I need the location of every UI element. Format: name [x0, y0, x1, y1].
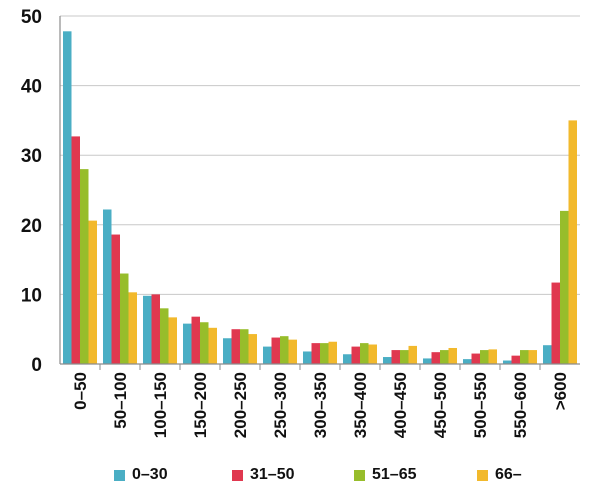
bar	[263, 346, 272, 364]
bar	[71, 136, 80, 364]
bar	[383, 357, 392, 364]
x-tick-label: 450–500	[431, 372, 450, 438]
bar	[560, 210, 569, 364]
legend-swatch	[232, 469, 243, 481]
bar	[423, 358, 432, 364]
bar	[151, 294, 160, 364]
bar	[528, 350, 537, 364]
x-tick-label: 550–600	[511, 372, 530, 438]
legend-swatch	[114, 469, 125, 481]
y-tick-label: 0	[31, 355, 42, 376]
bar	[168, 317, 177, 364]
bar	[191, 316, 200, 364]
legend: 0–30 31–50 51–65 66–	[0, 466, 595, 490]
bar	[480, 350, 489, 364]
bar	[160, 308, 169, 364]
bar	[303, 351, 312, 364]
bar	[391, 350, 400, 364]
y-tick-label: 20	[21, 216, 42, 237]
legend-label: 31–50	[250, 466, 295, 483]
bar	[408, 345, 417, 364]
legend-item: 31–50	[232, 466, 295, 484]
bar	[351, 346, 360, 364]
bar	[488, 349, 497, 364]
x-tick-label: >600	[551, 372, 570, 410]
bar	[111, 234, 120, 364]
x-tick-label: 0–50	[71, 372, 90, 410]
x-tick-label: 250–300	[271, 372, 290, 438]
bar	[471, 353, 480, 364]
x-tick-label: 50–100	[111, 372, 130, 429]
legend-swatch	[477, 469, 488, 481]
bar	[503, 360, 512, 364]
y-tick-label: 10	[21, 285, 42, 306]
x-tick-label: 100–150	[151, 372, 170, 438]
legend-swatch	[354, 469, 365, 481]
bar	[400, 350, 409, 364]
bar	[143, 295, 152, 364]
bar-chart: 0 10 20 30 40 50 0–50 50–100 100–150 150–200 200–…	[21, 7, 580, 438]
bar	[248, 334, 257, 364]
x-tick-label: 300–350	[311, 372, 330, 438]
legend-item: 51–65	[354, 466, 417, 484]
bar	[288, 339, 297, 364]
bar	[440, 350, 449, 364]
bar	[88, 220, 97, 364]
x-tick-label: 500–550	[471, 372, 490, 438]
y-tick-label: 40	[21, 77, 42, 98]
bar	[63, 31, 72, 364]
y-tick-label: 50	[21, 7, 42, 28]
bar	[223, 338, 232, 364]
bars	[63, 31, 577, 365]
x-tick-label: 200–250	[231, 372, 250, 438]
x-tick-label: 150–200	[191, 372, 210, 438]
y-tick-label: 30	[21, 146, 42, 167]
bar	[368, 344, 377, 364]
bar	[280, 336, 289, 364]
bar	[568, 120, 577, 365]
bar	[543, 345, 552, 364]
bar	[448, 347, 457, 364]
legend-item: 66–	[477, 466, 522, 484]
bar	[128, 292, 137, 364]
x-tick-label: 400–450	[391, 372, 410, 438]
bar	[463, 359, 472, 364]
grid-lines	[60, 15, 580, 365]
bar	[120, 273, 129, 364]
y-axis-ticks: 0 10 20 30 40 50	[21, 7, 42, 376]
x-tick-label: 350–400	[351, 372, 370, 438]
x-axis-ticks: 0–50 50–100 100–150 150–200 200–250 250–300 30…	[71, 364, 570, 438]
legend-label: 0–30	[132, 466, 168, 483]
bar	[511, 355, 520, 364]
bar	[200, 322, 209, 364]
bar	[103, 209, 112, 364]
bar	[231, 329, 240, 364]
legend-label: 51–65	[372, 466, 417, 483]
bar	[80, 169, 89, 364]
bar	[183, 323, 192, 364]
bar	[551, 282, 560, 364]
bar	[520, 350, 529, 364]
bar	[240, 329, 249, 364]
bar	[320, 343, 329, 364]
bar	[360, 343, 369, 364]
legend-label: 66–	[495, 466, 522, 483]
bar	[343, 354, 352, 364]
legend-item: 0–30	[114, 466, 168, 484]
bar	[271, 337, 280, 364]
bar	[208, 327, 217, 364]
bar	[311, 343, 320, 364]
bar	[431, 352, 440, 364]
bar	[328, 341, 337, 364]
